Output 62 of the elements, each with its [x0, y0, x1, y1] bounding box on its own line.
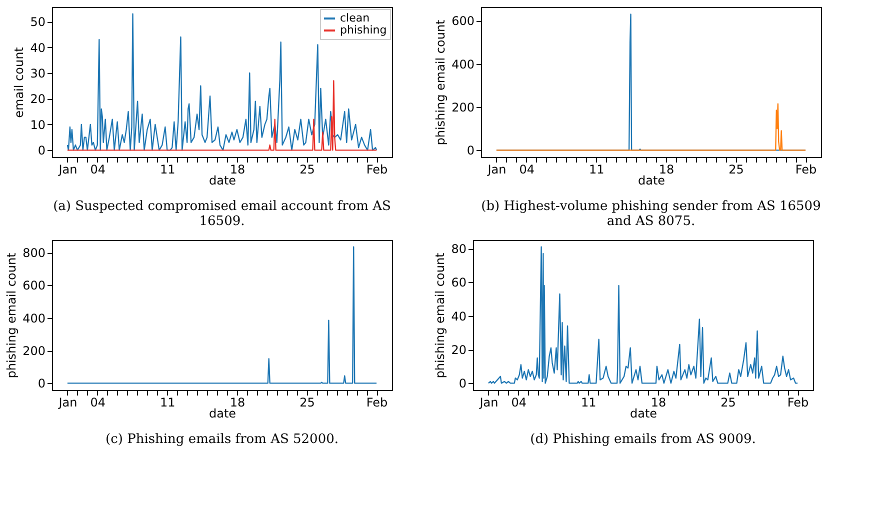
legend-label: phishing: [340, 24, 387, 36]
y-tick-label: 80: [451, 242, 466, 256]
y-tick-label: 600: [22, 278, 46, 293]
y-axis-title: email count: [12, 46, 26, 118]
x-axis-title: date: [630, 406, 658, 420]
y-tick-label: 0: [38, 144, 46, 158]
x-tick-label: 25: [720, 396, 736, 410]
x-axis-title: date: [208, 174, 236, 188]
x-tick-label: 11: [581, 396, 596, 410]
x-axis-title: date: [208, 406, 236, 420]
line-series: [488, 246, 798, 384]
x-axis-title: date: [638, 174, 666, 188]
x-tick-label: 18: [230, 162, 246, 176]
x-tick-label: Feb: [366, 162, 388, 176]
y-tick-label: 10: [30, 118, 46, 132]
x-tick-label: 25: [728, 162, 744, 176]
text: (b) Highest-volume phishing sender from AS 16509 and AS 8075.: [481, 199, 821, 229]
y-tick-label: 50: [30, 15, 46, 30]
y-tick-label: 30: [30, 66, 46, 80]
text: (d) Phishing emails from AS 9009.: [530, 432, 756, 447]
y-axis-title: phishing email count: [434, 19, 448, 146]
line-series: [66, 80, 378, 151]
y-tick-label: 40: [30, 40, 46, 55]
y-tick-label: 0: [466, 144, 474, 158]
x-tick-label: 11: [589, 162, 604, 176]
legend-label: clean: [340, 12, 370, 24]
x-tick-label: 18: [658, 162, 674, 176]
y-axis-title: phishing email count: [433, 252, 448, 378]
y-tick-label: 60: [451, 276, 466, 290]
x-tick-label: Feb: [787, 396, 809, 410]
text: (c) Phishing emails from AS 52000.: [106, 432, 338, 447]
y-tick-label: 20: [30, 92, 46, 106]
x-tick-label: 18: [230, 396, 246, 410]
x-tick-label: Jan: [478, 396, 498, 410]
x-tick-label: Jan: [58, 396, 78, 410]
y-tick-label: 400: [22, 311, 46, 326]
y-tick-label: 0: [38, 376, 46, 391]
x-tick-label: 11: [160, 396, 176, 410]
y-tick-label: 200: [22, 344, 46, 358]
x-tick-label: Feb: [795, 162, 817, 176]
y-tick-label: 600: [452, 14, 474, 28]
line-series: [66, 246, 378, 384]
y-axis-title: phishing email count: [4, 252, 19, 378]
line-series: [496, 103, 806, 151]
x-tick-label: 11: [160, 162, 176, 176]
x-tick-label: Jan: [486, 162, 506, 176]
x-tick-label: Jan: [58, 162, 78, 176]
x-tick-label: 04: [90, 162, 106, 176]
x-tick-label: 25: [300, 162, 315, 176]
x-tick-label: 04: [511, 396, 527, 410]
x-tick-label: Feb: [366, 396, 388, 410]
y-tick-label: 40: [451, 309, 466, 324]
x-tick-label: 18: [650, 396, 666, 410]
y-tick-label: 400: [452, 57, 474, 72]
y-tick-label: 800: [22, 246, 46, 260]
text: (a) Suspected compromised email account from AS 16509.: [53, 199, 391, 229]
y-tick-label: 20: [451, 343, 466, 358]
y-tick-label: 200: [452, 100, 474, 115]
x-tick-label: 04: [90, 396, 106, 410]
x-tick-label: 04: [519, 162, 535, 176]
x-tick-label: 25: [300, 396, 315, 410]
y-tick-label: 0: [458, 376, 466, 391]
